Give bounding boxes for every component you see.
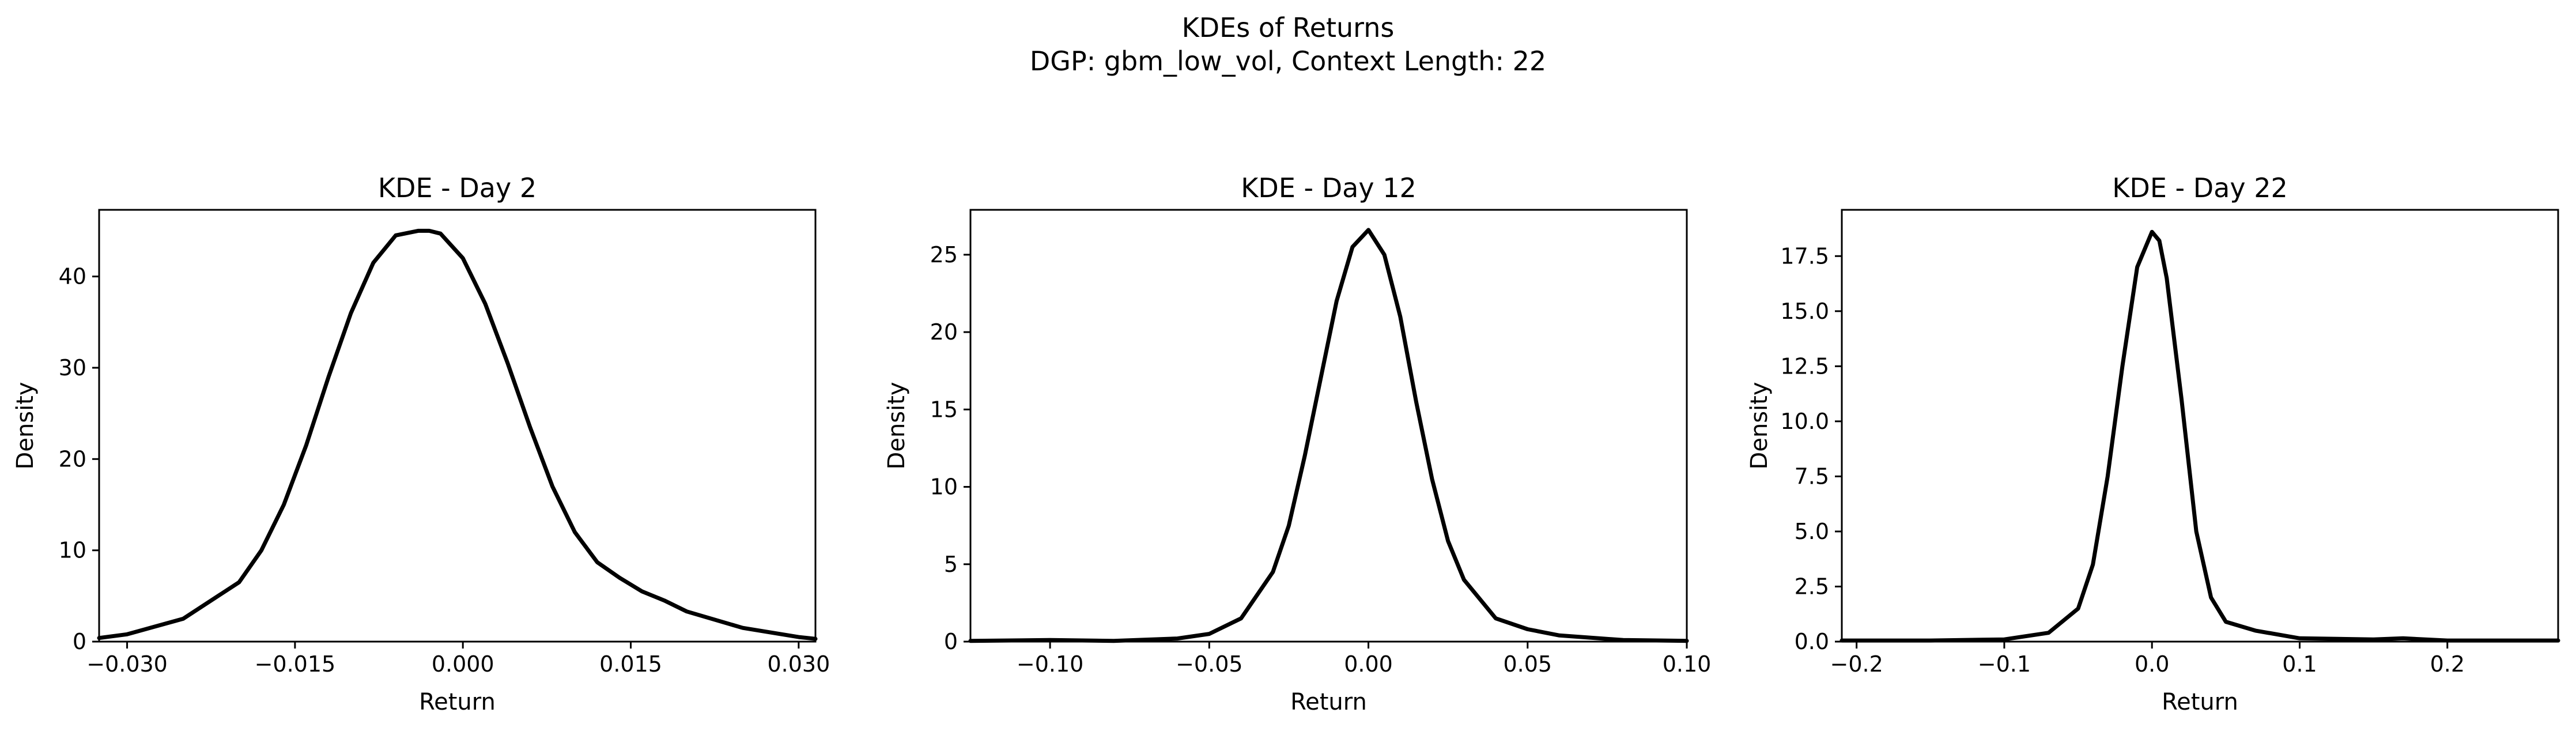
y-tick-label: 7.5	[1795, 463, 1829, 489]
y-tick-label: 0.0	[1795, 629, 1829, 654]
y-tick-label: 20	[930, 319, 958, 345]
kde-curve	[968, 228, 1689, 643]
x-axis-label: Return	[1290, 689, 1367, 715]
subplot-3: KDE - Day 22 −0.2 −0.1 0.0 0.1 0.2 0.0 2.5 5.0 7.…	[1746, 172, 2560, 715]
y-tick-label: 17.5	[1780, 243, 1829, 269]
y-axis-label: Density	[1746, 382, 1773, 469]
y-tick-label: 30	[59, 355, 86, 380]
x-tick-label: 0.1	[2282, 651, 2317, 677]
subplot-1: KDE - Day 2 −0.030 −0.015 0.000 0.015 0.030 0 1…	[12, 172, 830, 715]
y-tick-label: 20	[59, 446, 86, 472]
y-tick-label: 10	[59, 538, 86, 563]
y-tick-label: 40	[59, 264, 86, 289]
kde-curve	[1840, 229, 2560, 643]
axes-frame	[969, 209, 1688, 643]
y-tick-label: 5.0	[1795, 519, 1829, 544]
x-tick-label: −0.1	[1978, 651, 2031, 677]
y-tick-label: 0	[944, 629, 958, 654]
y-tick-label: 25	[930, 242, 958, 267]
x-tick-label: 0.2	[2430, 651, 2465, 677]
subplot-title: KDE - Day 12	[1241, 172, 1416, 203]
y-axis-label: Density	[12, 382, 39, 469]
x-tick-label: 0.00	[1344, 651, 1393, 677]
y-tick-label: 5	[944, 552, 958, 577]
y-tick-label: 12.5	[1780, 353, 1829, 379]
y-tick-label: 15.0	[1780, 299, 1829, 324]
x-tick-label: −0.2	[1830, 651, 1883, 677]
x-tick-label: 0.000	[432, 651, 494, 677]
x-tick-label: −0.05	[1176, 651, 1242, 677]
subplots-container: KDE - Day 2−0.030 −0.015 0.000 0.015 0.03001…	[12, 172, 2560, 715]
figure-subtitle: DGP: gbm_low_vol, Context Length: 22	[1030, 46, 1546, 77]
x-tick-label: −0.015	[255, 651, 336, 677]
subplot-2: KDE - Day 12 −0.10 −0.05 0.00 0.05 0.10 0 5 10 15…	[883, 172, 1711, 715]
y-tick-label: 0	[73, 629, 86, 654]
x-tick-label: 0.030	[767, 651, 830, 677]
kde-curve	[97, 228, 818, 641]
y-tick-label: 15	[930, 397, 958, 422]
y-tick-label: 2.5	[1795, 574, 1829, 599]
y-axis-label: Density	[883, 382, 910, 469]
subplot-title: KDE - Day 2	[378, 172, 537, 203]
figure-title: KDEs of Returns	[1182, 12, 1395, 43]
y-tick-label: 10	[930, 474, 958, 500]
x-tick-label: −0.030	[86, 651, 168, 677]
x-tick-label: −0.10	[1017, 651, 1083, 677]
x-tick-label: 0.0	[2135, 651, 2169, 677]
x-axis-label: Return	[2162, 689, 2238, 715]
x-tick-label: 0.015	[599, 651, 662, 677]
subplot-title: KDE - Day 22	[2112, 172, 2287, 203]
x-tick-label: 0.10	[1663, 651, 1712, 677]
axes-frame	[1841, 209, 2559, 643]
x-tick-label: 0.05	[1503, 651, 1552, 677]
axes-frame	[98, 209, 817, 643]
y-tick-label: 10.0	[1780, 409, 1829, 434]
x-axis-label: Return	[419, 689, 496, 715]
